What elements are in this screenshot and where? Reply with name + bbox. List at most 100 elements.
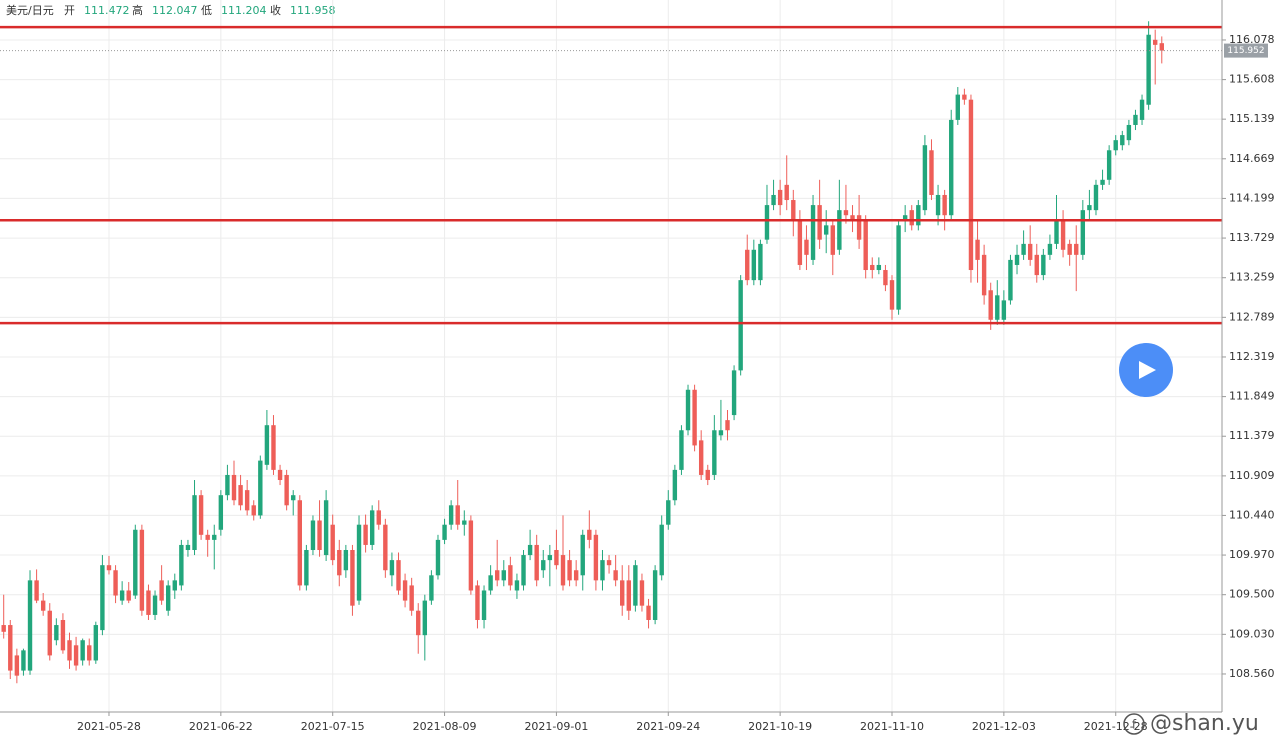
candle-body <box>343 550 349 571</box>
candle-body <box>435 539 441 576</box>
candle-body <box>883 270 888 286</box>
candle-body <box>8 625 13 671</box>
candle-body <box>396 560 401 591</box>
candle-body <box>850 215 855 221</box>
candle-body <box>830 225 835 255</box>
y-tick-label: 115.139 <box>1229 112 1275 125</box>
candle-body <box>968 99 974 271</box>
candle-body <box>672 469 678 501</box>
candle-body <box>692 389 697 446</box>
x-tick-label: 2021-10-19 <box>748 720 812 733</box>
candle-body <box>797 220 803 265</box>
candle-body <box>534 544 539 581</box>
candle-body <box>580 534 585 576</box>
x-tick-label: 2021-09-01 <box>524 720 588 733</box>
candle-body <box>409 585 414 611</box>
header: 美元/日元 开 111.472 高 112.047 低 111.204 收 11… <box>6 3 336 17</box>
candle-body <box>810 205 816 260</box>
candle-body <box>185 544 191 551</box>
candle-body <box>1120 135 1125 146</box>
candle-body <box>258 460 263 516</box>
candle-body <box>679 430 684 470</box>
candle-body <box>1047 243 1053 255</box>
candle-body <box>1 625 6 632</box>
candle-body <box>995 295 1000 320</box>
candle-body <box>277 469 283 481</box>
candle-body <box>40 600 46 611</box>
y-tick-label: 116.078 <box>1229 33 1275 46</box>
candle-body <box>363 524 368 545</box>
candle-body <box>376 510 381 525</box>
candle-body <box>606 560 612 566</box>
candle-body <box>751 249 757 281</box>
candle-body <box>462 520 467 525</box>
candle-body <box>133 529 138 596</box>
x-tick-label: 2021-07-15 <box>301 720 365 733</box>
candle-body <box>264 425 270 465</box>
candle-body <box>764 205 770 240</box>
x-tick-label: 2021-09-24 <box>636 720 700 733</box>
candle-body <box>1074 243 1079 255</box>
y-tick-label: 110.909 <box>1229 469 1275 482</box>
candle-body <box>304 550 309 586</box>
y-tick-label: 109.500 <box>1229 588 1275 601</box>
candle-body <box>475 585 480 620</box>
candle-body <box>488 575 493 591</box>
y-tick-label: 115.608 <box>1229 73 1275 86</box>
x-tick-label: 2021-12-28 <box>1084 720 1148 733</box>
candle-body <box>639 580 645 606</box>
candle-body <box>1034 254 1039 276</box>
candle-body <box>975 239 980 260</box>
candle-body <box>922 145 928 211</box>
candle-body <box>1113 140 1118 151</box>
candle-body <box>738 280 743 371</box>
candle-body <box>27 580 33 671</box>
candle-body <box>1146 34 1151 105</box>
field-label: 高 <box>132 3 143 17</box>
y-tick-label: 108.560 <box>1229 667 1275 680</box>
candle-body <box>350 550 355 606</box>
candle-body <box>1060 220 1066 250</box>
candle-body <box>1021 243 1026 255</box>
field-label: 开 <box>64 4 75 17</box>
x-tick-label: 2021-11-10 <box>860 720 924 733</box>
candle-body <box>843 210 849 216</box>
field-value: 111.204 <box>221 4 267 17</box>
candle-body <box>205 534 210 540</box>
candle-body <box>369 510 375 545</box>
candle-body <box>225 474 230 496</box>
candle-body <box>495 570 500 581</box>
x-tick-label: 2021-08-09 <box>413 720 477 733</box>
candle-body <box>1054 220 1059 244</box>
candle-body <box>159 580 164 601</box>
candle-body <box>501 570 506 581</box>
candle-body <box>337 550 342 576</box>
candle-body <box>981 254 987 296</box>
last-price-label: 115.952 <box>1227 46 1264 56</box>
candle-body <box>54 625 59 641</box>
candle-body <box>784 184 789 201</box>
y-tick-label: 109.970 <box>1229 548 1275 561</box>
candle-body <box>567 560 572 581</box>
candle-body <box>870 264 875 271</box>
candle-body <box>106 565 112 571</box>
y-tick-label: 113.729 <box>1229 231 1275 244</box>
candle-body <box>1008 259 1013 301</box>
candle-body <box>389 560 395 576</box>
field-value: 111.958 <box>290 4 336 17</box>
candle-body <box>521 555 526 586</box>
candle-body <box>402 580 408 601</box>
candle-body <box>929 150 934 195</box>
candle-body <box>777 189 783 206</box>
candle-body <box>587 529 592 540</box>
candle-body <box>310 520 316 551</box>
candle-body <box>468 520 474 591</box>
y-tick-label: 111.849 <box>1229 390 1275 403</box>
play-button[interactable] <box>1119 343 1173 397</box>
x-tick-label: 2021-12-03 <box>972 720 1036 733</box>
candle-body <box>554 550 559 566</box>
x-tick-label: 2021-05-28 <box>77 720 141 733</box>
candle-body <box>113 570 118 596</box>
candle-body <box>271 425 276 470</box>
